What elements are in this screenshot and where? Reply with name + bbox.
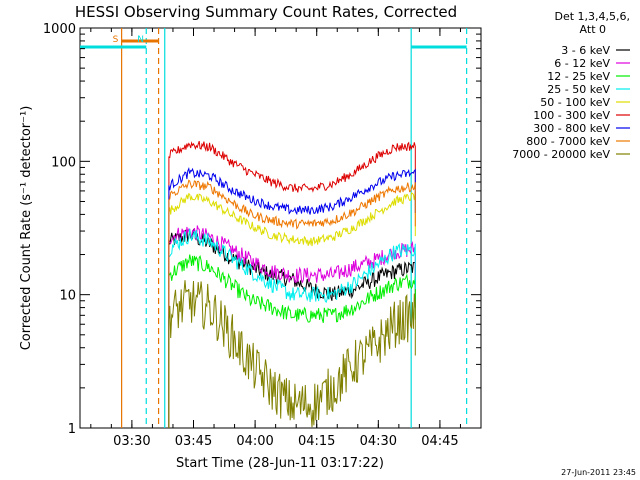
y-axis-label: Corrected Count Rate (s⁻¹ detector⁻¹): [19, 106, 34, 351]
legend-label: 800 - 7000 keV: [526, 135, 610, 148]
marker-n: N: [137, 35, 144, 45]
y-tick-label: 1000: [43, 22, 76, 37]
legend-header-line-1: Det 1,3,4,5,6,: [554, 10, 630, 23]
chart-title: HESSI Observing Summary Count Rates, Cor…: [75, 3, 457, 21]
legend-label: 100 - 300 keV: [533, 109, 610, 122]
legend-label: 3 - 6 keV: [561, 44, 610, 57]
marker-s: S: [113, 35, 119, 45]
y-tick-label: 10: [59, 289, 76, 304]
legend-label: 300 - 800 keV: [533, 122, 610, 135]
x-tick-label: 03:30: [113, 434, 150, 449]
series-layer: [168, 140, 416, 428]
x-axis-label: Start Time (28-Jun-11 03:17:22): [176, 456, 384, 471]
x-tick-label: 04:00: [236, 434, 273, 449]
legend-header-line-2: Att 0: [580, 23, 606, 36]
series-9: [168, 280, 416, 428]
series-5: [168, 191, 416, 428]
series-3: [168, 254, 416, 428]
legend-label: 6 - 12 keV: [554, 57, 610, 70]
series-2: [168, 225, 416, 428]
vertical-lines: [80, 28, 468, 428]
y-tick-label: 100: [51, 155, 76, 170]
legend-label: 7000 - 20000 keV: [512, 148, 610, 161]
legend-label: 25 - 50 keV: [547, 83, 610, 96]
x-tick-label: 04:30: [360, 434, 397, 449]
plot-frame: [79, 27, 482, 429]
series-7: [168, 167, 416, 428]
series-8: [168, 179, 416, 428]
x-tick-label: 04:15: [298, 434, 335, 449]
footer-date: 27-Jun-2011 23:45: [561, 468, 636, 477]
series-1: [168, 228, 416, 428]
legend-label: 50 - 100 keV: [540, 96, 610, 109]
series-4: [168, 228, 416, 428]
legend-label: 12 - 25 keV: [547, 70, 610, 83]
x-tick-label: 04:45: [421, 434, 458, 449]
x-tick-label: 03:45: [175, 434, 212, 449]
axes: 03:30 03:45 04:00 04:15 04:30 04:45 1 10 100 1000: [43, 22, 482, 449]
y-tick-label: 1: [68, 422, 76, 437]
series-6: [168, 140, 416, 428]
